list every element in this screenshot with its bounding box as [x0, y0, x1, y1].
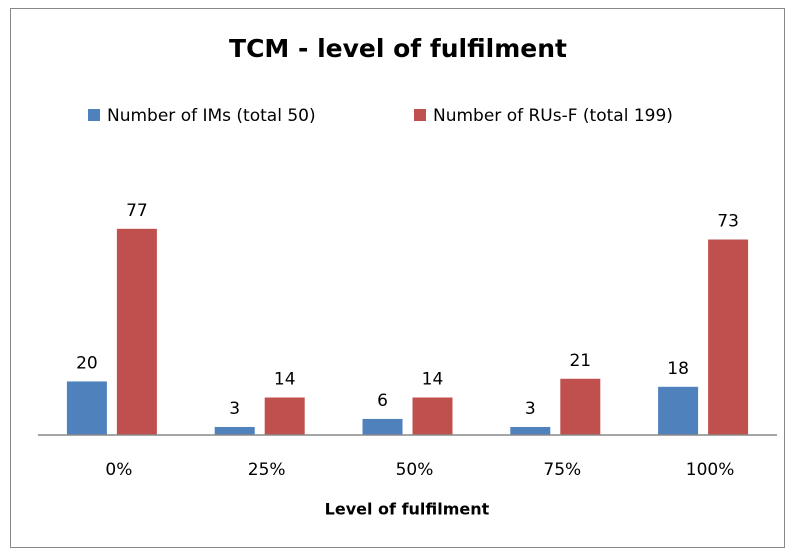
- bar: [560, 378, 601, 435]
- data-label: 18: [667, 359, 689, 379]
- data-label: 14: [422, 370, 444, 390]
- legend-label: Number of IMs (total 50): [107, 106, 316, 126]
- data-label: 3: [525, 399, 536, 419]
- x-tick-label: 0%: [105, 460, 132, 480]
- legend-swatch: [414, 109, 426, 121]
- bar: [66, 381, 107, 435]
- bar: [116, 228, 157, 435]
- bar: [510, 426, 551, 435]
- bar: [658, 386, 699, 435]
- legend-swatch: [88, 109, 100, 121]
- bar: [412, 397, 453, 435]
- data-label: 21: [569, 351, 591, 371]
- x-tick-label: 100%: [686, 460, 735, 480]
- bar: [214, 426, 255, 435]
- bar: [362, 418, 403, 435]
- bar: [708, 239, 749, 435]
- data-label: 3: [229, 399, 240, 419]
- x-tick-label: 75%: [543, 460, 581, 480]
- data-label: 20: [76, 353, 98, 373]
- bar: [264, 397, 305, 435]
- data-label: 77: [126, 201, 148, 221]
- x-axis-title: Level of fulfilment: [325, 500, 490, 519]
- data-label: 6: [377, 391, 388, 411]
- data-label: 73: [717, 212, 739, 232]
- data-label: 14: [274, 370, 296, 390]
- chart-title: TCM - level of fulfilment: [229, 34, 567, 63]
- legend-label: Number of RUs-F (total 199): [433, 106, 673, 126]
- x-tick-label: 25%: [248, 460, 286, 480]
- x-tick-label: 50%: [396, 460, 434, 480]
